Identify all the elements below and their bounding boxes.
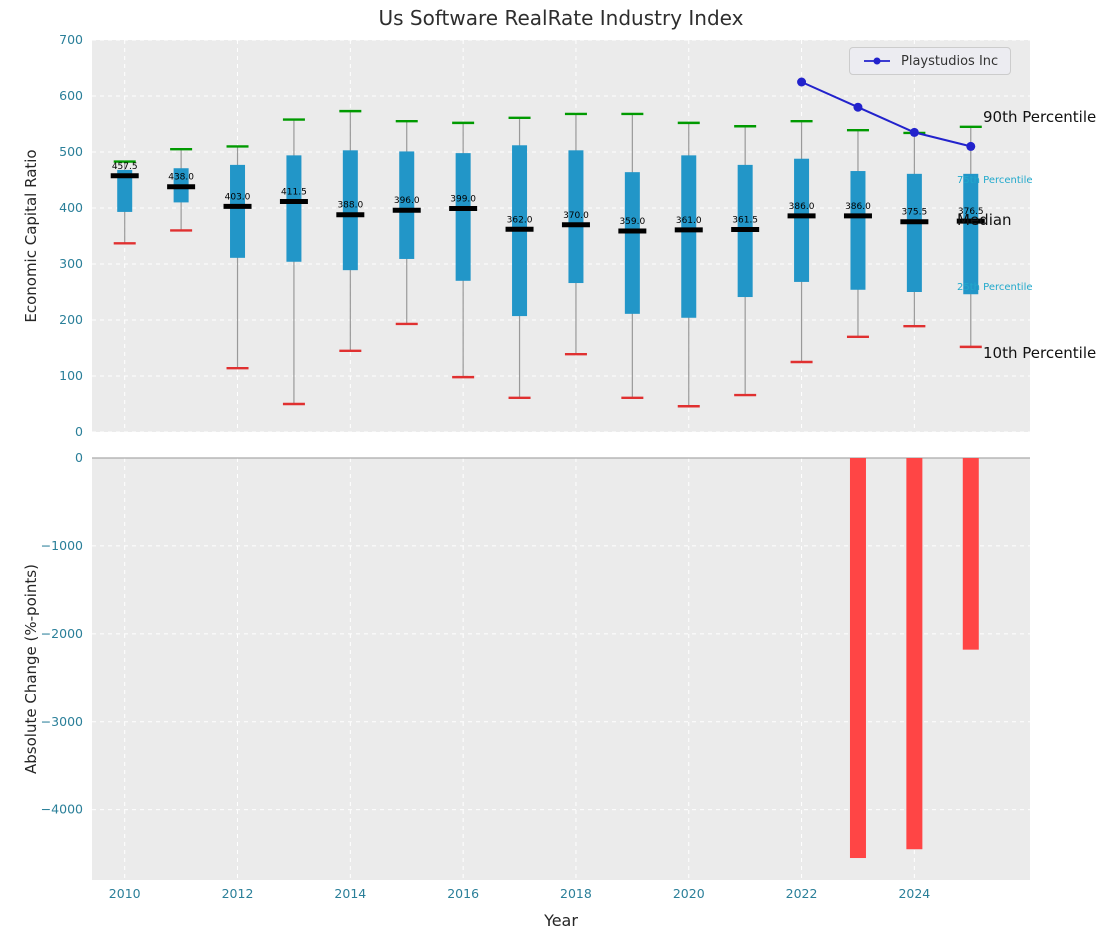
y-tick-label-bottom: −2000: [41, 626, 83, 641]
y-tick-label-top: 400: [59, 200, 83, 215]
x-tick-label: 2010: [109, 886, 141, 901]
bottom-plot-area: [92, 458, 1030, 880]
x-tick-label: 2014: [334, 886, 366, 901]
legend-line-sample: [864, 57, 890, 65]
y-tick-label-bottom: −4000: [41, 802, 83, 817]
top-y-axis-label: Economic Capital Ratio: [22, 149, 40, 323]
y-tick-label-bottom: −3000: [41, 714, 83, 729]
top-plot-area: [92, 40, 1030, 432]
y-tick-label-top: 500: [59, 144, 83, 159]
x-tick-label: 2016: [447, 886, 479, 901]
annotation-75th-percentile: 75th Percentile: [957, 175, 1033, 186]
y-tick-label-top: 300: [59, 256, 83, 271]
y-tick-label-bottom: −1000: [41, 538, 83, 553]
x-tick-label: 2012: [222, 886, 254, 901]
annotation-10th-percentile: 10th Percentile: [983, 344, 1097, 362]
legend-label: Playstudios Inc: [901, 53, 999, 69]
y-tick-label-top: 700: [59, 32, 83, 47]
x-tick-label: 2018: [560, 886, 592, 901]
annotation-median: Median: [957, 211, 1012, 229]
y-tick-label-top: 0: [75, 424, 83, 439]
x-tick-label: 2022: [786, 886, 818, 901]
y-tick-label-top: 200: [59, 312, 83, 327]
y-tick-label-top: 600: [59, 88, 83, 103]
x-axis-label: Year: [544, 911, 578, 930]
y-tick-label-top: 100: [59, 368, 83, 383]
x-tick-label: 2020: [673, 886, 705, 901]
x-tick-label: 2024: [898, 886, 930, 901]
bottom-y-axis-label: Absolute Change (%-points): [22, 564, 40, 774]
annotation-90th-percentile: 90th Percentile: [983, 108, 1097, 126]
chart-title: Us Software RealRate Industry Index: [378, 6, 744, 30]
y-tick-label-bottom: 0: [75, 450, 83, 465]
annotation-25th-percentile: 25th Percentile: [957, 282, 1033, 293]
legend: Playstudios Inc: [849, 47, 1012, 75]
